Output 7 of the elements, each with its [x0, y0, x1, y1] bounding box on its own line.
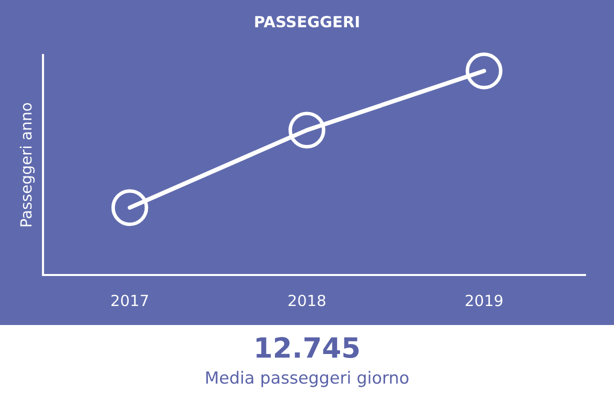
text: Media passeggeri giorno — [206, 370, 408, 388]
text: 12.745 — [256, 337, 359, 358]
chart-title: PASSEGGERI — [255, 16, 359, 28]
x-tick-label: 2019 — [466, 294, 502, 306]
x-tick-label: 2018 — [288, 294, 326, 306]
x-tick-label: 2017 — [111, 294, 148, 306]
y-axis-title: Passeggeri anno — [20, 103, 35, 226]
